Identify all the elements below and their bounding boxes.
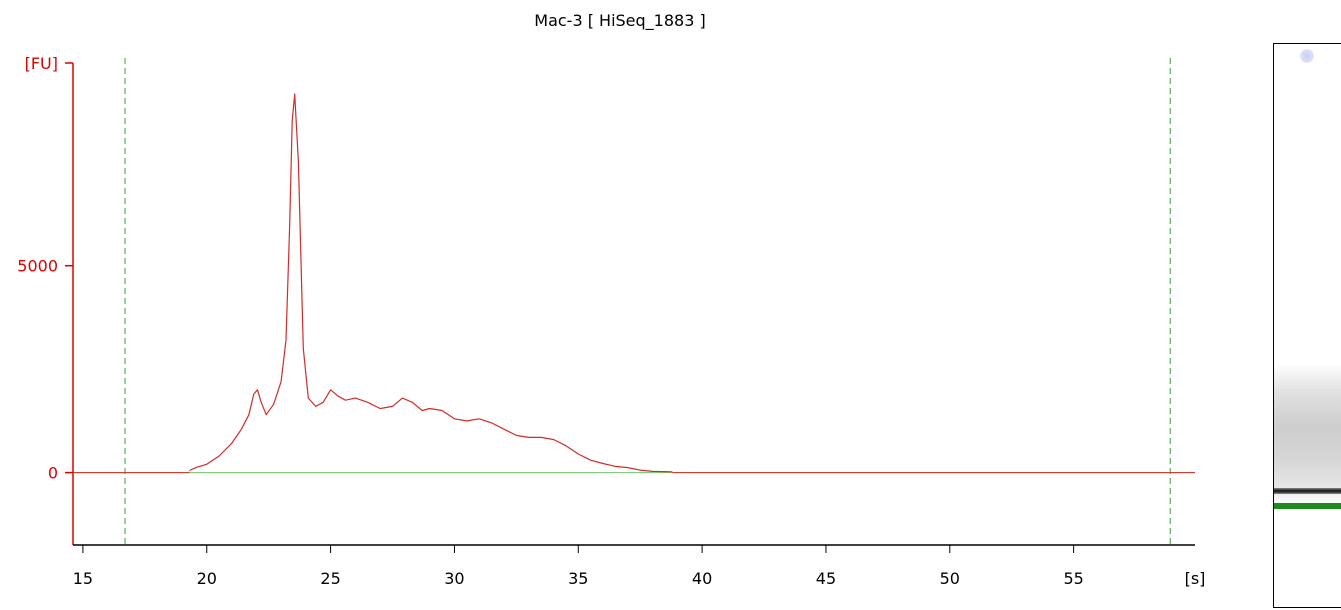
- x-axis-label: [s]: [1185, 569, 1206, 588]
- x-tick-label: 20: [197, 569, 217, 588]
- y-tick-label: 0: [48, 464, 58, 483]
- gel-lane-image: [1273, 43, 1341, 608]
- x-tick-label: 35: [568, 569, 588, 588]
- x-tick-label: 30: [444, 569, 464, 588]
- x-tick-label: 45: [816, 569, 836, 588]
- marker-lines: [124, 58, 1171, 545]
- well-dot: [1300, 49, 1314, 63]
- gel-marker-band: [1274, 503, 1341, 509]
- y-tick-label: 5000: [17, 257, 58, 276]
- series-line-1: [189, 93, 673, 473]
- chart-title: Mac-3 [ HiSeq_1883 ]: [534, 11, 705, 31]
- x-tick-label: 25: [320, 569, 340, 588]
- y-axis-label: [FU]: [25, 54, 58, 73]
- electropherogram-chart: Mac-3 [ HiSeq_1883 ] 15 20 25 30 35 40 45 50 55 […: [17, 11, 1205, 588]
- x-tick-label: 40: [692, 569, 712, 588]
- x-tick-label: 50: [940, 569, 960, 588]
- x-tick-label: 15: [73, 569, 93, 588]
- gel-smear: [1274, 364, 1341, 504]
- trace-layer: [73, 93, 1195, 474]
- axes: 15 20 25 30 35 40 45 50 55 [s] 0 5000 [FU]: [17, 54, 1205, 588]
- x-tick-label: 55: [1063, 569, 1083, 588]
- gel-band-dark: [1274, 488, 1341, 494]
